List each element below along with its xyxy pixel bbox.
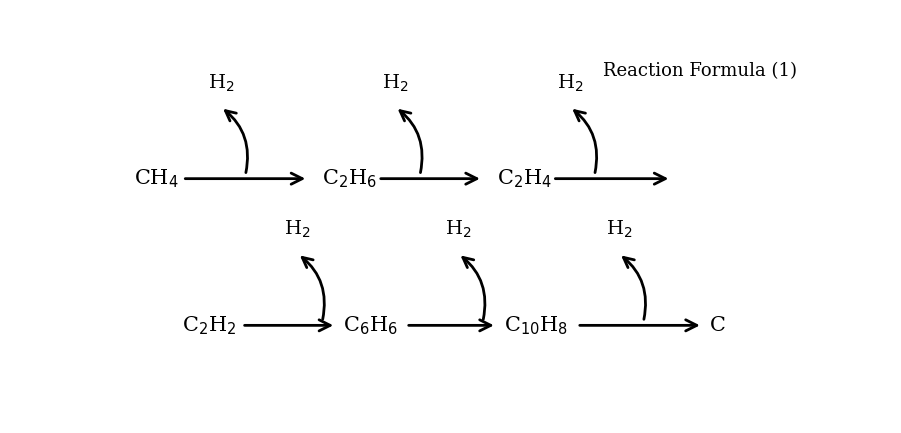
Text: H$_2$: H$_2$: [207, 72, 234, 94]
Text: CH$_4$: CH$_4$: [133, 168, 178, 190]
Text: Reaction Formula (1): Reaction Formula (1): [603, 62, 796, 80]
Text: C$_2$H$_2$: C$_2$H$_2$: [182, 314, 237, 336]
Text: C$_{10}$H$_8$: C$_{10}$H$_8$: [504, 314, 568, 336]
Text: C$_2$H$_6$: C$_2$H$_6$: [323, 168, 377, 190]
Text: C$_6$H$_6$: C$_6$H$_6$: [343, 314, 398, 336]
Text: C: C: [710, 316, 725, 335]
Text: H$_2$: H$_2$: [445, 219, 471, 240]
Text: C$_2$H$_4$: C$_2$H$_4$: [496, 168, 551, 190]
Text: H$_2$: H$_2$: [285, 219, 311, 240]
Text: H$_2$: H$_2$: [557, 72, 583, 94]
Text: H$_2$: H$_2$: [605, 219, 633, 240]
Text: H$_2$: H$_2$: [382, 72, 409, 94]
